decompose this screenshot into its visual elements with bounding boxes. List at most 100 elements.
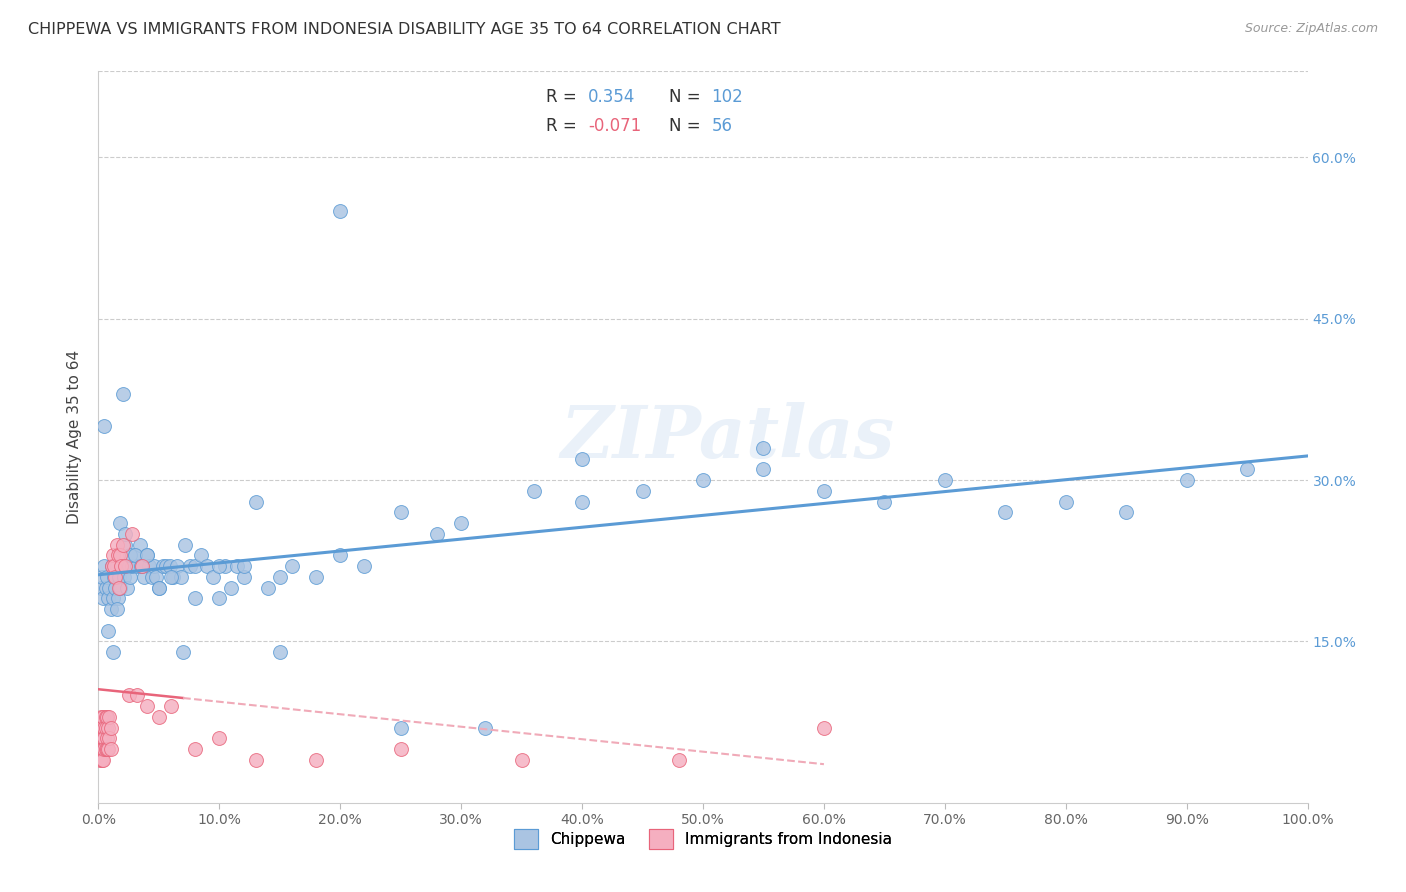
Point	[108, 581, 131, 595]
Point	[934, 473, 956, 487]
Point	[100, 559, 122, 574]
Legend: Chippewa, Immigrants from Indonesia: Chippewa, Immigrants from Indonesia	[502, 817, 904, 861]
Point	[232, 559, 254, 574]
Point	[135, 698, 157, 713]
Point	[108, 516, 131, 530]
Point	[208, 591, 231, 606]
Point	[100, 602, 122, 616]
Point	[474, 721, 496, 735]
Point	[160, 570, 183, 584]
Point	[124, 549, 146, 563]
Point	[94, 581, 117, 595]
Point	[96, 731, 118, 746]
Point	[305, 570, 328, 584]
Point	[96, 570, 118, 584]
Text: ZIPatlas: ZIPatlas	[560, 401, 894, 473]
Point	[813, 483, 835, 498]
Point	[208, 731, 231, 746]
Point	[112, 570, 135, 584]
Point	[105, 602, 128, 616]
Point	[94, 721, 117, 735]
Point	[91, 753, 114, 767]
Point	[100, 559, 122, 574]
Point	[118, 570, 141, 584]
Point	[97, 591, 120, 606]
Y-axis label: Disability Age 35 to 64: Disability Age 35 to 64	[67, 350, 83, 524]
Point	[160, 698, 183, 713]
Point	[510, 753, 533, 767]
Text: CHIPPEWA VS IMMIGRANTS FROM INDONESIA DISABILITY AGE 35 TO 64 CORRELATION CHART: CHIPPEWA VS IMMIGRANTS FROM INDONESIA DI…	[28, 22, 780, 37]
Point	[179, 559, 201, 574]
Point	[96, 710, 118, 724]
Point	[159, 559, 181, 574]
Point	[135, 549, 157, 563]
Point	[98, 731, 121, 746]
Point	[105, 559, 128, 574]
Point	[148, 581, 170, 595]
Point	[93, 559, 115, 574]
Point	[89, 742, 111, 756]
Point	[523, 483, 546, 498]
Point	[107, 549, 129, 563]
Point	[134, 570, 156, 584]
Point	[245, 753, 267, 767]
Text: R =: R =	[546, 88, 582, 106]
Point	[141, 570, 163, 584]
Text: N =: N =	[669, 117, 706, 136]
Point	[93, 731, 115, 746]
Point	[208, 559, 231, 574]
Point	[91, 731, 114, 746]
Point	[184, 742, 207, 756]
Point	[118, 549, 141, 563]
Point	[1236, 462, 1258, 476]
Point	[169, 570, 191, 584]
Point	[195, 559, 218, 574]
Point	[91, 591, 114, 606]
Point	[329, 204, 352, 219]
Point	[226, 559, 249, 574]
Point	[90, 742, 112, 756]
Point	[752, 441, 775, 455]
Point	[143, 559, 166, 574]
Point	[127, 559, 149, 574]
Point	[104, 581, 127, 595]
Point	[256, 581, 278, 595]
Point	[110, 559, 132, 574]
Point	[1115, 505, 1137, 519]
Point	[389, 742, 412, 756]
Point	[111, 538, 134, 552]
Point	[98, 581, 121, 595]
Point	[162, 570, 184, 584]
Point	[129, 559, 152, 574]
Point	[121, 559, 143, 574]
Point	[90, 721, 112, 735]
Point	[184, 559, 207, 574]
Point	[1054, 494, 1077, 508]
Point	[138, 559, 160, 574]
Point	[389, 721, 412, 735]
Point	[128, 538, 150, 552]
Point	[103, 570, 125, 584]
Point	[110, 559, 132, 574]
Point	[90, 581, 112, 595]
Point	[172, 645, 194, 659]
Point	[152, 559, 174, 574]
Point	[121, 527, 143, 541]
Point	[108, 549, 131, 563]
Point	[94, 710, 117, 724]
Point	[305, 753, 328, 767]
Point	[269, 645, 291, 659]
Point	[813, 721, 835, 735]
Point	[93, 721, 115, 735]
Point	[91, 742, 114, 756]
Point	[117, 581, 139, 595]
Point	[994, 505, 1017, 519]
Point	[111, 387, 134, 401]
Point	[135, 549, 157, 563]
Point	[101, 591, 124, 606]
Point	[281, 559, 304, 574]
Point	[155, 559, 177, 574]
Point	[89, 731, 111, 746]
Point	[148, 710, 170, 724]
Point	[104, 570, 127, 584]
